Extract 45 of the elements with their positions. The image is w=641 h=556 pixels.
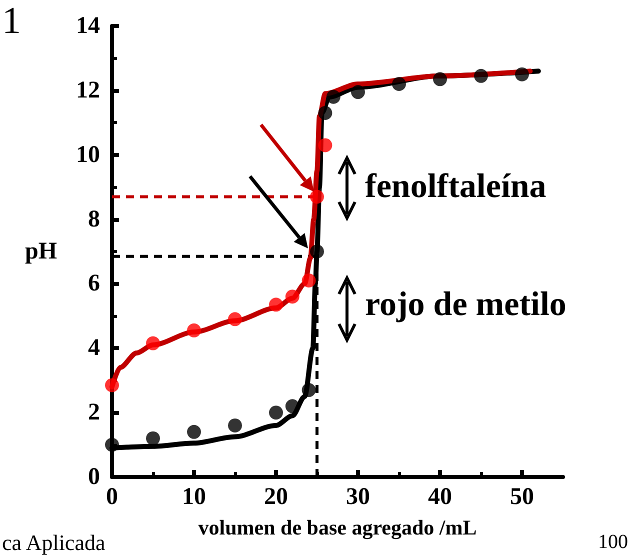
point: [105, 378, 119, 392]
x-tick-label: 10: [182, 484, 206, 510]
x-tick-label: 40: [428, 484, 452, 510]
point: [105, 438, 119, 452]
y-tick-label: 0: [88, 464, 100, 490]
point: [433, 72, 447, 86]
point: [269, 406, 283, 420]
point: [515, 67, 529, 82]
annotation: fenolftaleína: [365, 168, 546, 205]
x-tick-label: 20: [264, 484, 288, 510]
point: [146, 431, 160, 446]
y-tick-label: 12: [76, 77, 100, 104]
x-axis-title: volumen de base agregado /mL: [198, 516, 477, 540]
point: [318, 106, 332, 120]
point: [187, 323, 201, 338]
point: [474, 68, 488, 83]
point: [318, 138, 332, 152]
point: [187, 424, 201, 439]
x-tick-label: 0: [106, 484, 118, 510]
x-tick-label: 30: [346, 484, 370, 510]
point: [326, 90, 340, 104]
y-tick-label: 4: [88, 335, 100, 362]
point: [310, 190, 324, 204]
x-tick-label: 50: [510, 484, 534, 510]
text: 100: [598, 531, 628, 553]
point: [228, 312, 242, 326]
point: [285, 290, 300, 304]
annotation: rojo de metilo: [365, 286, 566, 323]
y-tick-label: 6: [88, 270, 100, 297]
point: [269, 298, 283, 312]
point: [228, 418, 242, 432]
y-tick-label: 14: [76, 13, 100, 39]
y-axis-title: pH: [24, 238, 58, 264]
point: [302, 383, 316, 398]
point: [146, 336, 160, 350]
point: [392, 76, 406, 91]
y-tick-label: 8: [88, 206, 100, 232]
text: ca Aplicada: [2, 530, 106, 555]
y-tick-label: 2: [88, 400, 100, 426]
point: [310, 244, 324, 258]
point: [302, 273, 316, 288]
point: [285, 399, 300, 414]
point: [351, 85, 365, 100]
text: 1: [2, 0, 21, 42]
y-tick-label: 10: [76, 142, 100, 168]
